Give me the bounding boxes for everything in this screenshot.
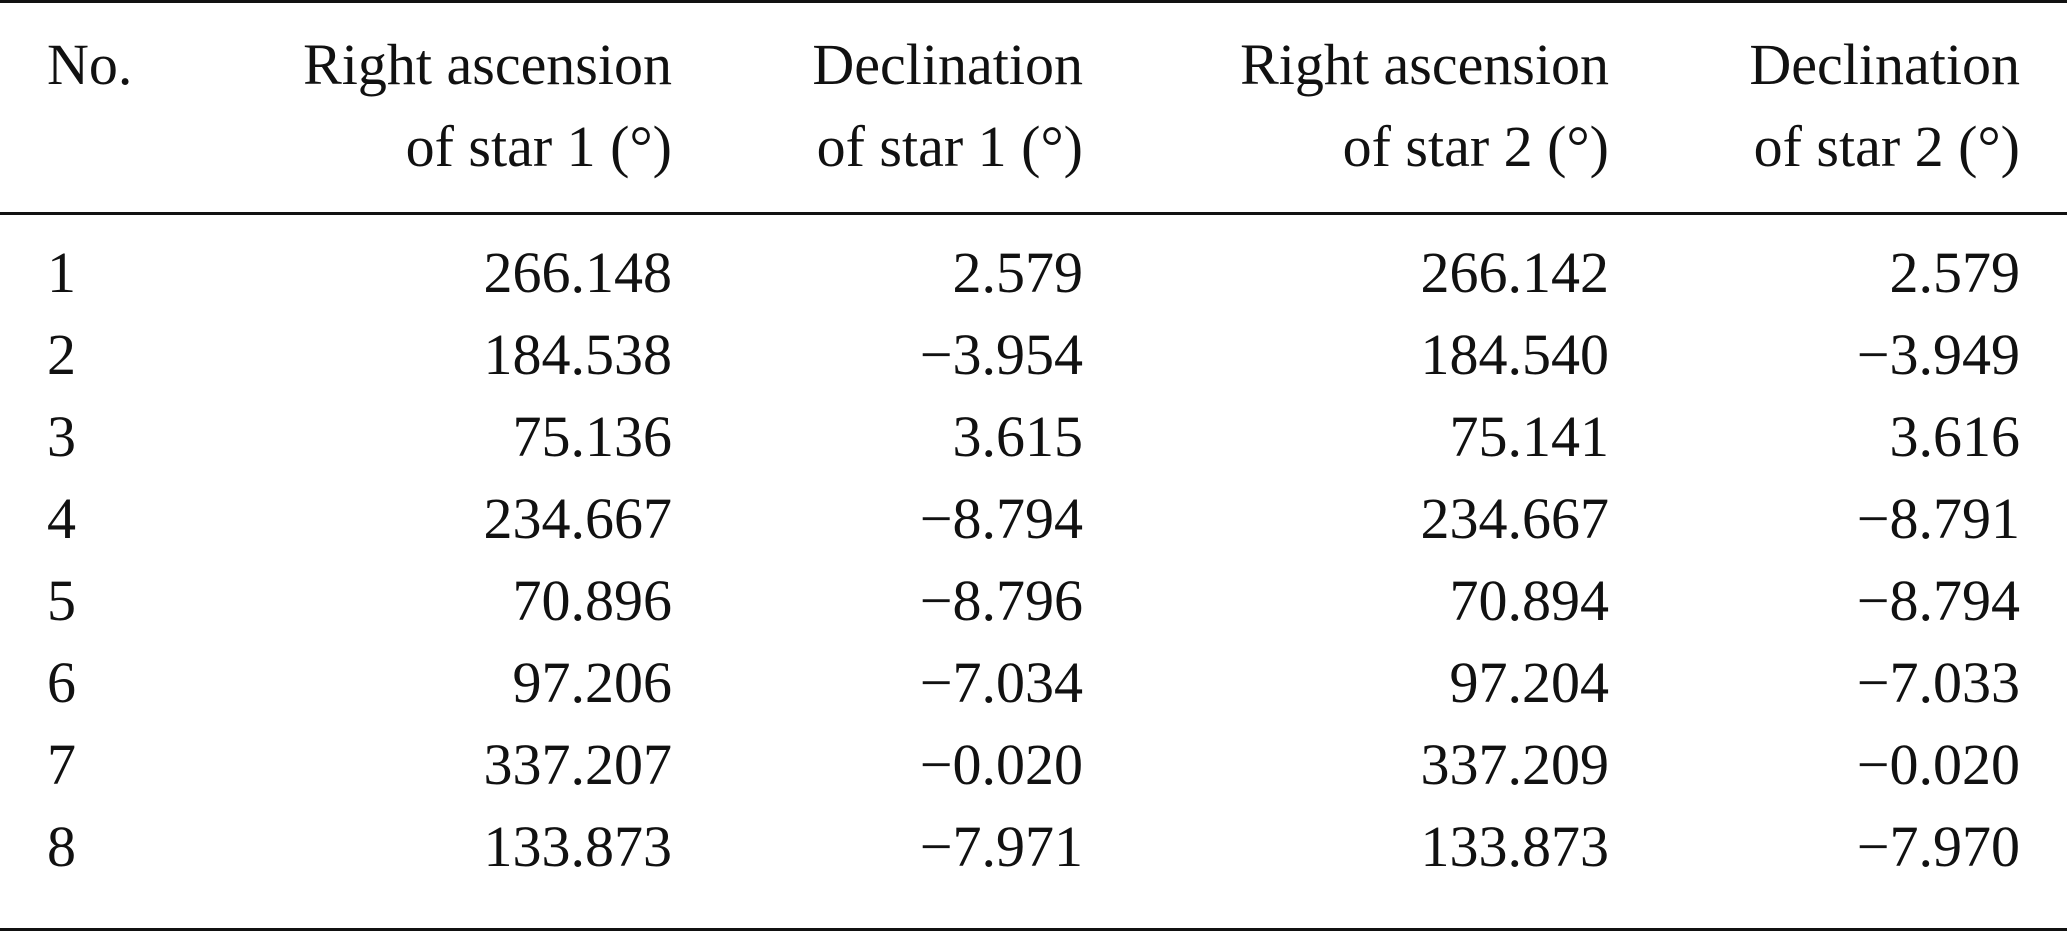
table-row: 8 133.873 −7.971 133.873 −7.970	[0, 806, 2067, 888]
header-ra-star1-line2: of star 1 (°)	[405, 114, 672, 179]
cell-dec-star1: 2.579	[952, 240, 1084, 305]
header-no: No.	[47, 24, 132, 106]
cell-no: 3	[47, 404, 76, 469]
cell-no: 1	[47, 240, 76, 305]
cell-ra-star1: 337.207	[483, 732, 673, 797]
table-row: 6 97.206 −7.034 97.204 −7.033	[0, 642, 2067, 724]
header-dec-star2-line1: Declination	[1749, 32, 2020, 97]
cell-dec-star1: −8.794	[919, 486, 1083, 551]
cell-dec-star2: −7.970	[1856, 814, 2020, 879]
cell-dec-star2: −3.949	[1856, 322, 2020, 387]
cell-ra-star1: 133.873	[483, 814, 673, 879]
cell-dec-star1: −7.971	[919, 814, 1083, 879]
table-row: 5 70.896 −8.796 70.894 −8.794	[0, 560, 2067, 642]
cell-no: 4	[47, 486, 76, 551]
cell-ra-star2: 266.142	[1420, 240, 1610, 305]
cell-no: 8	[47, 814, 76, 879]
table-row: 1 266.148 2.579 266.142 2.579	[0, 232, 2067, 314]
cell-ra-star1: 266.148	[483, 240, 673, 305]
cell-dec-star1: −3.954	[919, 322, 1083, 387]
table-top-rule	[0, 0, 2067, 3]
cell-ra-star2: 97.204	[1449, 650, 1610, 715]
cell-dec-star2: −0.020	[1856, 732, 2020, 797]
cell-dec-star1: 3.615	[952, 404, 1084, 469]
table-row: 4 234.667 −8.794 234.667 −8.791	[0, 478, 2067, 560]
cell-no: 7	[47, 732, 76, 797]
header-dec-star2: Declination of star 2 (°)	[1749, 24, 2020, 188]
cell-ra-star2: 75.141	[1449, 404, 1610, 469]
cell-ra-star1: 234.667	[483, 486, 673, 551]
header-no-label: No.	[47, 32, 133, 97]
table-bottom-rule	[0, 928, 2067, 931]
table-row: 3 75.136 3.615 75.141 3.616	[0, 396, 2067, 478]
cell-no: 6	[47, 650, 76, 715]
header-ra-star1: Right ascension of star 1 (°)	[303, 24, 672, 188]
cell-dec-star2: −8.791	[1856, 486, 2020, 551]
header-separator-rule	[0, 212, 2067, 215]
cell-dec-star2: −8.794	[1856, 568, 2020, 633]
cell-ra-star2: 70.894	[1449, 568, 1610, 633]
table-row: 7 337.207 −0.020 337.209 −0.020	[0, 724, 2067, 806]
cell-ra-star2: 184.540	[1420, 322, 1610, 387]
header-dec-star1-line1: Declination	[812, 32, 1083, 97]
cell-dec-star1: −8.796	[919, 568, 1083, 633]
cell-ra-star2: 133.873	[1420, 814, 1610, 879]
header-dec-star1: Declination of star 1 (°)	[812, 24, 1083, 188]
header-ra-star1-line1: Right ascension	[303, 32, 672, 97]
table-row: 2 184.538 −3.954 184.540 −3.949	[0, 314, 2067, 396]
cell-dec-star2: −7.033	[1856, 650, 2020, 715]
cell-ra-star1: 97.206	[512, 650, 673, 715]
header-ra-star2-line1: Right ascension	[1240, 32, 1609, 97]
cell-ra-star2: 234.667	[1420, 486, 1610, 551]
header-dec-star2-line2: of star 2 (°)	[1753, 114, 2020, 179]
cell-ra-star1: 75.136	[512, 404, 673, 469]
cell-dec-star1: −0.020	[919, 732, 1083, 797]
cell-ra-star1: 184.538	[483, 322, 673, 387]
cell-no: 2	[47, 322, 76, 387]
cell-ra-star2: 337.209	[1420, 732, 1610, 797]
cell-dec-star1: −7.034	[919, 650, 1083, 715]
cell-dec-star2: 2.579	[1889, 240, 2021, 305]
header-ra-star2-line2: of star 2 (°)	[1342, 114, 1609, 179]
cell-ra-star1: 70.896	[512, 568, 673, 633]
header-dec-star1-line2: of star 1 (°)	[816, 114, 1083, 179]
cell-no: 5	[47, 568, 76, 633]
cell-dec-star2: 3.616	[1889, 404, 2021, 469]
header-ra-star2: Right ascension of star 2 (°)	[1240, 24, 1609, 188]
